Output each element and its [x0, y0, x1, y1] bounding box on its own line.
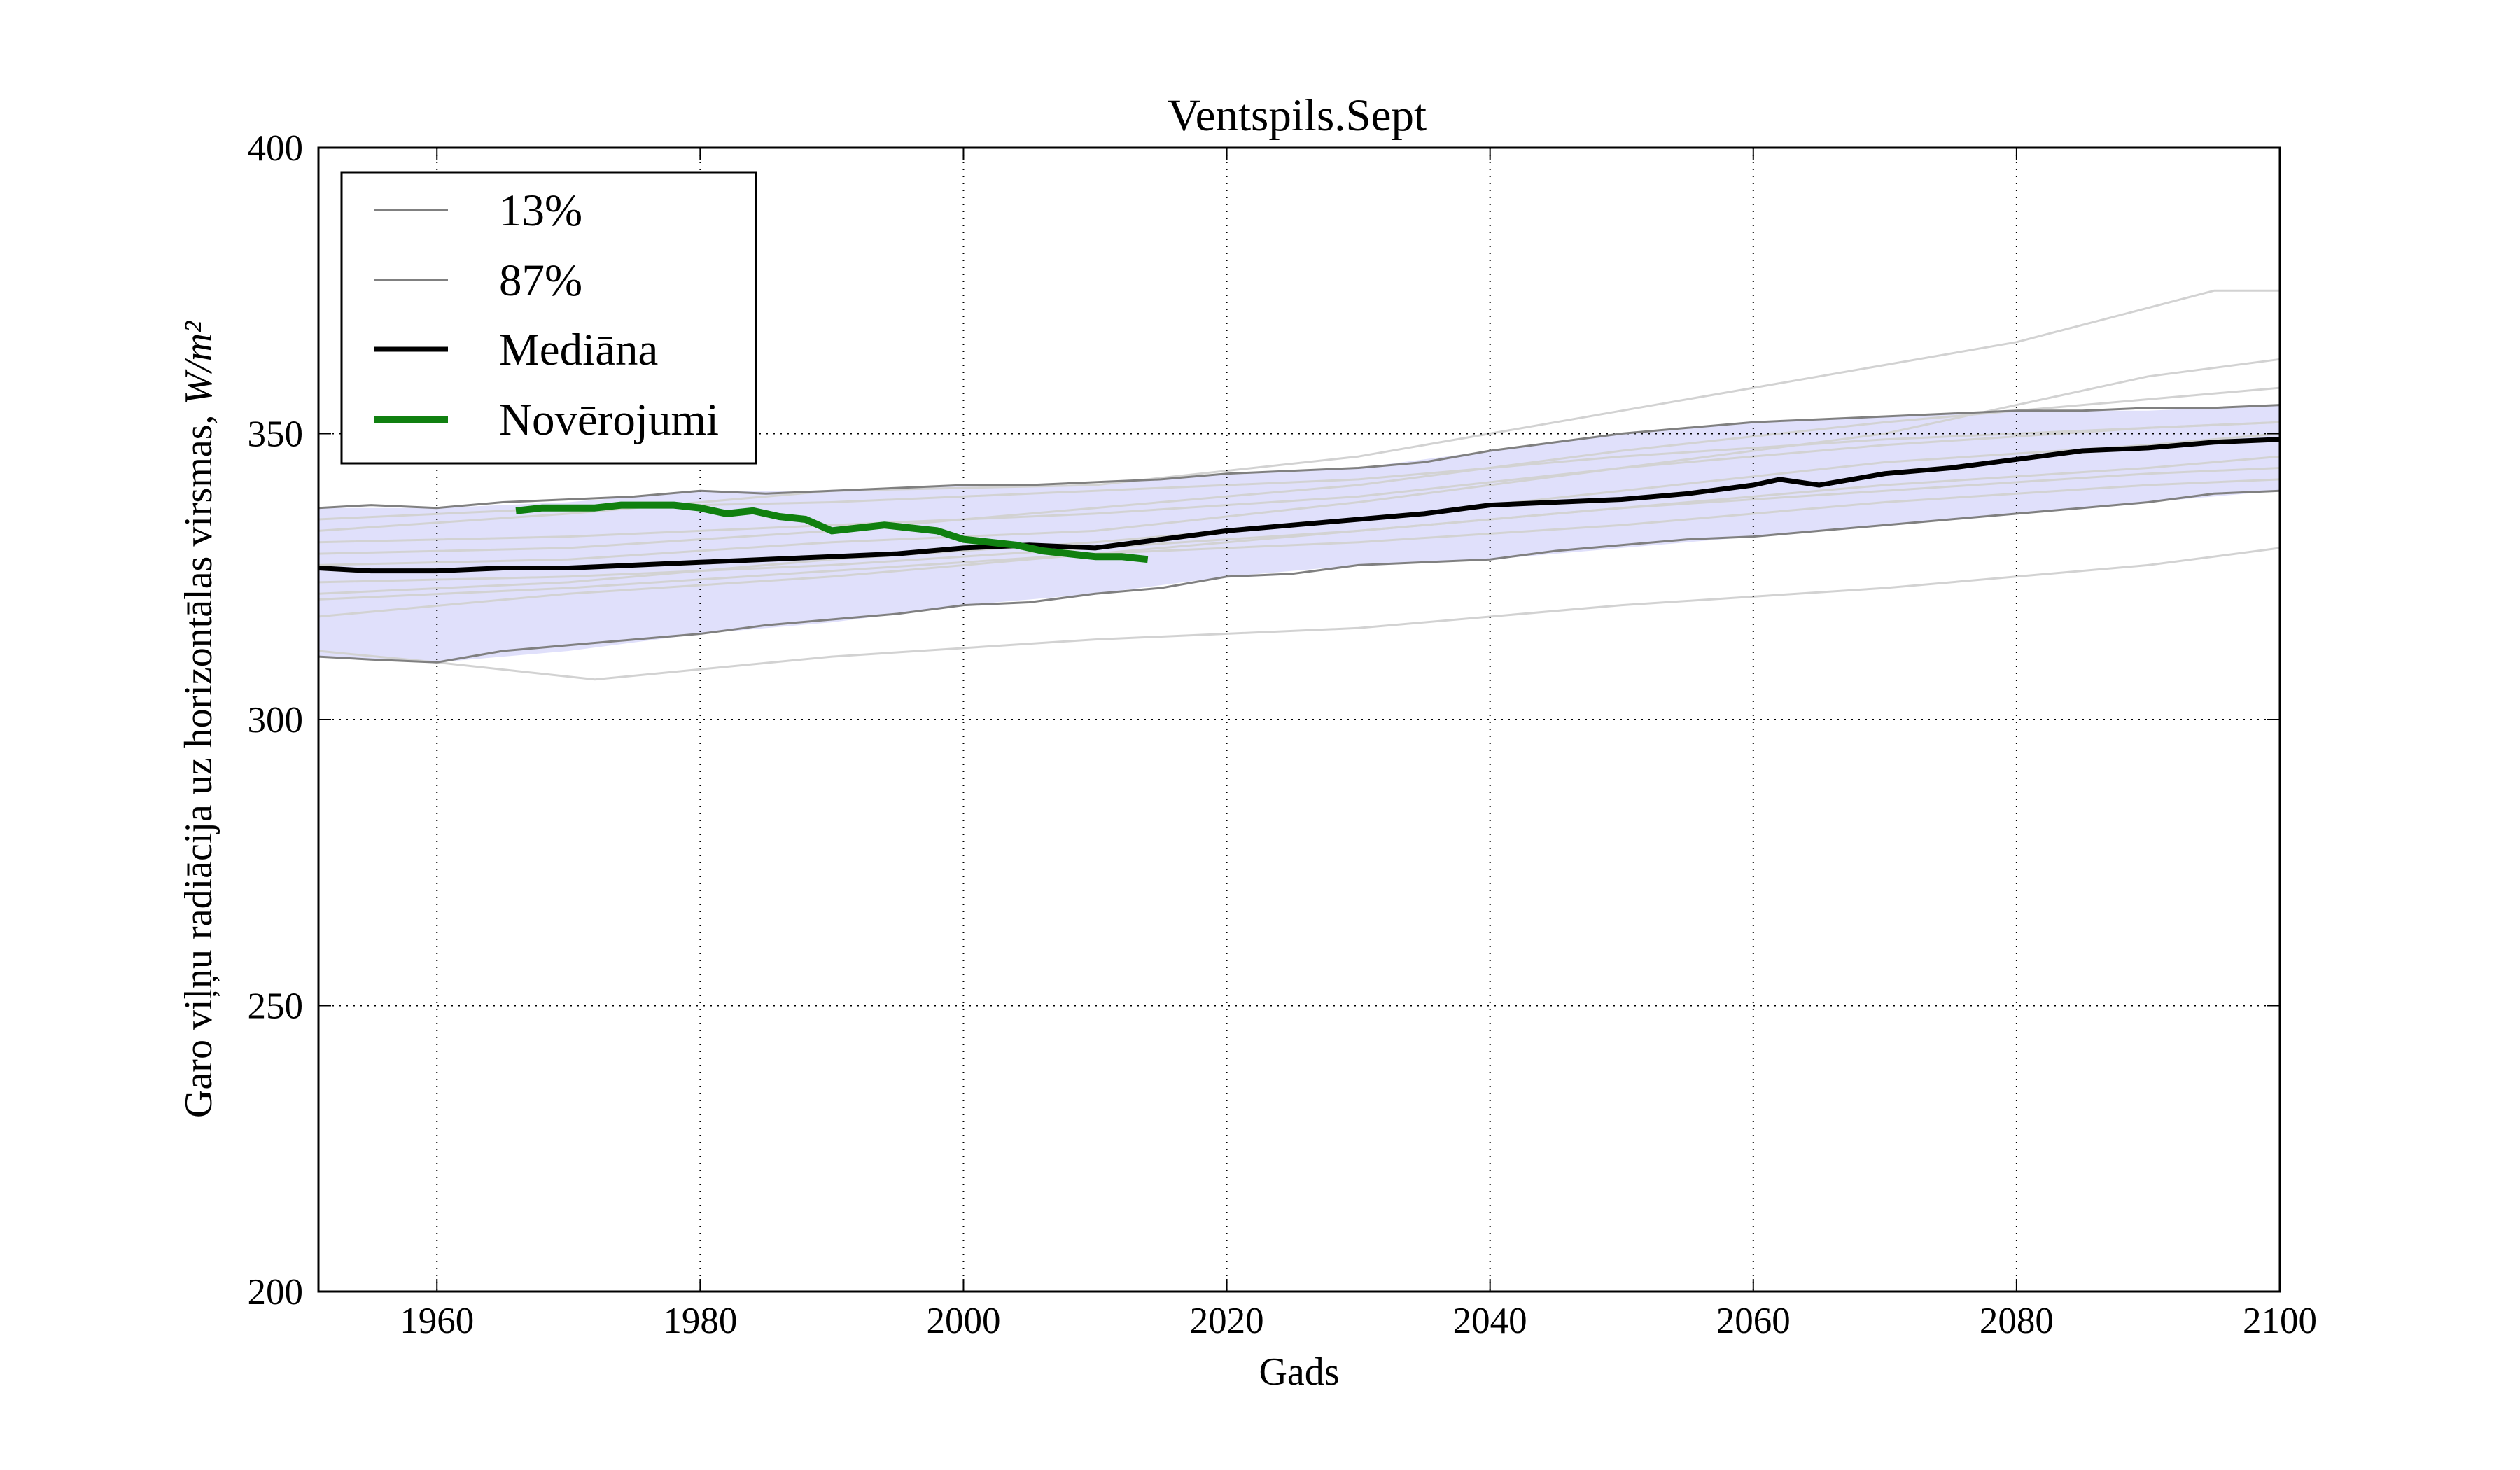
y-axis-title-text: Garo viļņu radiācija uz horizontālas vir… [177, 405, 220, 1118]
series-line-13pct [318, 489, 2281, 664]
legend: 13% 87% Mediāna Novērojumi [340, 171, 757, 465]
x-tick-label-2100: 2100 [2243, 1301, 2317, 1341]
x-tick-label-2060: 2060 [1716, 1301, 1791, 1341]
y-axis-title: Garo viļņu radiācija uz horizontālas vir… [177, 321, 220, 1118]
ensemble-line-1 [318, 358, 2281, 544]
legend-label-observations: Novērojumi [499, 395, 719, 445]
legend-label-87pct: 87% [499, 255, 582, 306]
grid [318, 148, 2280, 1292]
y-tick-label-200: 200 [248, 1272, 304, 1312]
x-tick-label-2000: 2000 [926, 1301, 1000, 1341]
y-tick-label-250: 250 [248, 986, 304, 1027]
y-axis-title-unit: W/m² [177, 321, 220, 405]
y-tick-label-300: 300 [248, 700, 304, 741]
chart-title: Ventspils.Sept [1168, 90, 1427, 141]
series-line-median [318, 437, 2281, 574]
x-tick-label-1960: 1960 [400, 1301, 474, 1341]
axis-ticks: 1960 1980 2000 2020 2040 2060 2080 2100 200 250 30… [248, 128, 2318, 1341]
series-line-observations [515, 501, 1149, 564]
ensemble-line-8 [318, 289, 2280, 532]
legend-box [340, 171, 757, 465]
legend-label-median: Mediāna [499, 325, 658, 375]
ensemble-line-6 [318, 421, 2281, 566]
x-tick-label-2080: 2080 [1980, 1301, 2054, 1341]
x-tick-label-2040: 2040 [1453, 1301, 1527, 1341]
x-axis-title: Gads [1259, 1350, 1339, 1394]
ensemble-line-4 [318, 478, 2281, 601]
y-tick-label-400: 400 [248, 128, 304, 169]
y-tick-label-350: 350 [248, 414, 304, 455]
ensemble-line-7 [318, 547, 2281, 681]
ensemble-line-9 [318, 386, 2281, 555]
series-line-87pct [318, 404, 2281, 510]
ensemble-line-3 [318, 467, 2281, 584]
series-lines [318, 404, 2281, 664]
x-tick-label-1980: 1980 [663, 1301, 737, 1341]
x-tick-label-2020: 2020 [1190, 1301, 1264, 1341]
legend-label-13pct: 13% [499, 186, 582, 236]
